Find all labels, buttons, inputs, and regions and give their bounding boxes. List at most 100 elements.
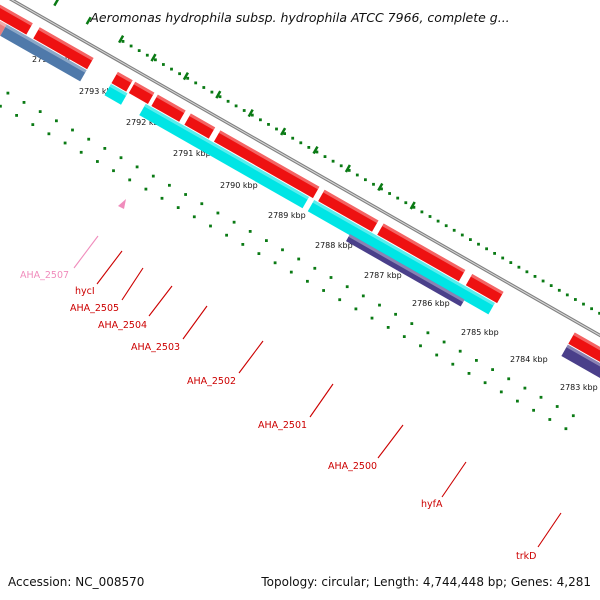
kbp-label: 2783 kbp xyxy=(560,383,598,392)
tick-dot xyxy=(323,155,327,158)
tick-dot xyxy=(275,127,278,131)
tick-dot xyxy=(47,132,51,136)
tick-dot xyxy=(71,128,74,132)
tick-dot xyxy=(218,95,222,99)
major-tick xyxy=(150,53,157,62)
tick-dot xyxy=(313,266,317,270)
kbp-label: 2792 kbp xyxy=(126,118,164,127)
tick-dot xyxy=(435,353,439,357)
tick-dot xyxy=(541,279,545,283)
tick-dot xyxy=(299,141,303,145)
tick-dot xyxy=(426,331,430,335)
tick-dot xyxy=(412,205,416,209)
tick-dot xyxy=(347,169,351,172)
tick-dot xyxy=(396,196,400,200)
tick-dot xyxy=(315,150,319,154)
tick-dot xyxy=(31,123,35,126)
tick-dot xyxy=(216,211,220,215)
kbp-label: 2791 kbp xyxy=(173,149,211,158)
label-leader xyxy=(537,512,562,548)
tick-dot xyxy=(151,174,155,178)
tick-dot xyxy=(420,210,424,214)
tick-dot xyxy=(273,261,277,265)
tick-dot xyxy=(184,193,187,196)
tick-dot xyxy=(499,390,503,394)
label-leader xyxy=(309,383,334,418)
tick-dot xyxy=(306,279,309,283)
tick-dot xyxy=(331,159,335,163)
tick-dot xyxy=(410,322,414,325)
major-tick xyxy=(377,182,384,192)
tick-dot xyxy=(477,242,480,246)
accession-text: Accession: NC_008570 xyxy=(8,575,145,589)
pseudo-gene xyxy=(0,20,7,36)
tick-dot xyxy=(329,276,333,279)
tick-dot xyxy=(121,40,125,43)
tick-dot xyxy=(378,303,381,307)
tick-dot xyxy=(485,247,488,251)
tick-dot xyxy=(361,294,365,298)
tick-dot xyxy=(267,123,270,126)
tick-dot xyxy=(452,228,456,232)
kbp-label: 2785 kbp xyxy=(461,328,499,337)
tick-dot xyxy=(96,160,99,163)
gene-label: AHA_2500 xyxy=(328,461,377,472)
tick-dot xyxy=(483,381,487,385)
tick-dot xyxy=(210,90,214,94)
tick-dot xyxy=(380,187,383,191)
tick-dot xyxy=(79,150,83,154)
tick-dot xyxy=(154,58,157,62)
tick-dot xyxy=(137,49,141,52)
tick-dot xyxy=(469,238,472,241)
forward-gene xyxy=(151,94,186,122)
label-leader xyxy=(121,267,144,301)
tick-dot xyxy=(232,220,236,224)
tick-dot xyxy=(119,156,123,160)
label-leader xyxy=(182,305,208,340)
tick-dot xyxy=(170,67,173,71)
tick-dot xyxy=(145,53,149,57)
tick-dot xyxy=(475,359,478,362)
tick-dot xyxy=(574,298,577,301)
tick-dot xyxy=(297,257,301,261)
tick-dot xyxy=(501,256,505,260)
tick-dot xyxy=(565,293,569,297)
kbp-label: 2786 kbp xyxy=(412,299,450,308)
tick-dot xyxy=(590,307,593,311)
tick-dot xyxy=(402,335,406,338)
tick-dot xyxy=(388,192,391,195)
gene-label: trkD xyxy=(516,551,536,562)
tick-dot xyxy=(281,248,284,252)
kbp-label: 2790 kbp xyxy=(220,181,258,190)
map-title: Aeromonas hydrophila subsp. hydrophila A… xyxy=(90,10,510,25)
tick-dot xyxy=(160,196,164,200)
tick-dot xyxy=(192,215,196,219)
tick-dot xyxy=(202,86,206,89)
tick-dot xyxy=(168,183,171,187)
gene-label: AHA_2505 xyxy=(70,303,119,314)
purple-gene xyxy=(345,234,465,307)
tick-dot xyxy=(394,312,397,316)
tick-dot xyxy=(442,340,446,344)
label-leader xyxy=(148,285,173,317)
major-tick xyxy=(118,35,125,44)
forward-gene xyxy=(213,130,320,199)
label-leader xyxy=(96,250,123,285)
major-tick xyxy=(312,145,319,155)
tick-dot xyxy=(87,137,91,141)
tick-dot xyxy=(322,289,325,292)
scale-ticks xyxy=(0,0,600,431)
tick-dot xyxy=(525,270,529,274)
major-tick xyxy=(85,16,92,25)
tick-dot xyxy=(6,91,10,95)
tick-dot xyxy=(38,110,42,113)
tick-dot xyxy=(355,173,359,177)
major-tick xyxy=(53,0,60,7)
forward-gene xyxy=(568,332,600,362)
tick-dot xyxy=(257,252,261,255)
forward-gene xyxy=(184,113,216,139)
tick-dot xyxy=(523,386,527,390)
major-tick xyxy=(280,127,287,136)
tick-dot xyxy=(289,270,293,274)
